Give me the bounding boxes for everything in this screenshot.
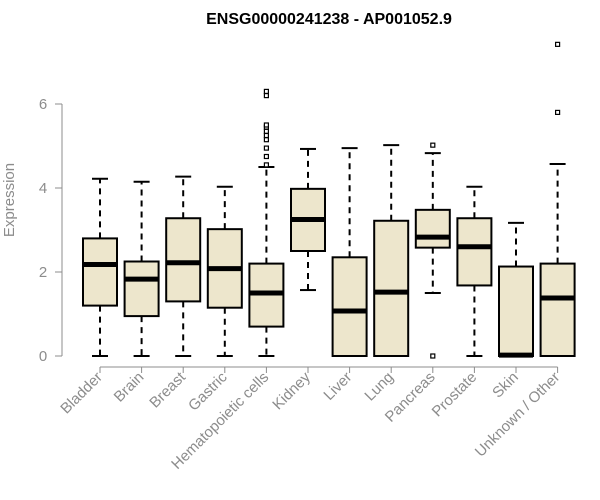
- box-liver: [331, 147, 368, 357]
- iqr-box: [331, 256, 368, 357]
- box-hematopoietic-cells: [248, 88, 285, 357]
- x-tick-label: Breast: [146, 368, 189, 411]
- iqr-box: [539, 262, 576, 358]
- x-tick-label: Prostate: [429, 369, 481, 421]
- outlier-point: [554, 109, 561, 116]
- outlier-point: [263, 128, 269, 134]
- box-bladder: [82, 177, 118, 357]
- iqr-box: [123, 260, 160, 318]
- x-tick-label: Lung: [361, 369, 397, 405]
- y-tick-label: 4: [39, 180, 47, 197]
- outlier-point: [263, 162, 269, 168]
- iqr-box: [414, 208, 451, 249]
- x-tick-label: Bladder: [57, 369, 106, 418]
- iqr-box: [498, 265, 534, 358]
- outlier-point: [554, 41, 561, 47]
- box-breast: [165, 175, 202, 357]
- iqr-box: [165, 217, 202, 303]
- box-pancreas: [414, 142, 451, 359]
- boxplot-series: [82, 41, 576, 359]
- y-tick-label: 6: [39, 96, 47, 113]
- y-axis-label: Expression: [1, 163, 18, 237]
- box-gastric: [206, 185, 243, 357]
- y-tick-label: 2: [39, 264, 47, 281]
- box-kidney: [290, 147, 326, 292]
- outlier-point: [263, 153, 269, 160]
- box-brain: [123, 180, 160, 357]
- x-tick-label: Kidney: [269, 368, 314, 413]
- outlier-point: [430, 142, 436, 148]
- box-skin: [498, 221, 534, 358]
- box-unknown-other: [539, 41, 576, 358]
- x-tick-label: Skin: [489, 369, 522, 402]
- x-tick-label: Brain: [111, 369, 148, 406]
- outlier-point: [263, 137, 269, 143]
- x-tick-label: Liver: [320, 369, 355, 404]
- outlier-point: [263, 132, 269, 139]
- box-prostate: [456, 185, 493, 357]
- outlier-point: [430, 353, 436, 359]
- chart-title: ENSG00000241238 - AP001052.9: [206, 11, 452, 28]
- box-lung: [373, 144, 410, 357]
- y-tick-label: 0: [39, 348, 47, 365]
- outlier-point: [263, 92, 269, 99]
- outlier-point: [263, 122, 269, 128]
- outlier-point: [263, 88, 269, 95]
- iqr-box: [82, 237, 118, 307]
- outlier-point: [263, 145, 269, 151]
- y-axis: 0 2 4 6: [39, 96, 63, 365]
- iqr-box: [373, 219, 410, 357]
- iqr-box: [456, 217, 493, 287]
